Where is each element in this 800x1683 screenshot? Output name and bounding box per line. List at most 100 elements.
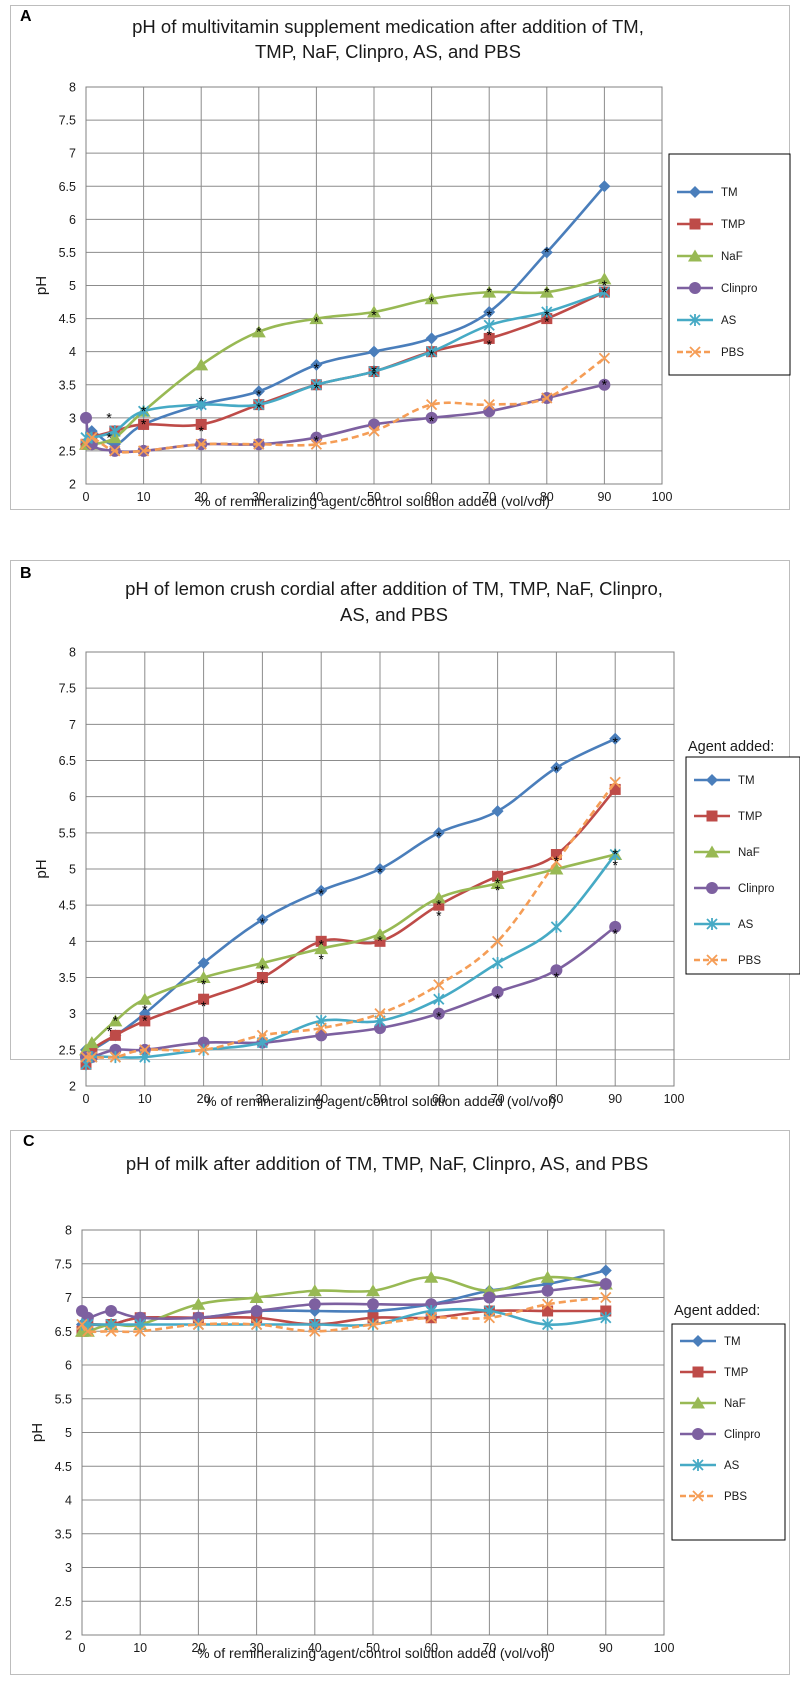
data-point-clinpro — [80, 411, 92, 424]
x-axis-label: % of remineralizing agent/control soluti… — [204, 1093, 556, 1109]
x-tick-label: 10 — [133, 1641, 147, 1655]
series-naf — [79, 272, 612, 450]
data-point-naf — [482, 285, 497, 298]
data-point-tm — [315, 884, 328, 897]
y-tick-label: 6.5 — [55, 1325, 72, 1339]
legend-entry-tm: TM — [724, 1336, 741, 1348]
x-tick-label: 10 — [137, 490, 151, 504]
legend-marker-pbs — [706, 954, 718, 966]
data-point-clinpro — [105, 1305, 118, 1317]
legend-entry-tmp: TMP — [724, 1367, 749, 1379]
significance-asterisk: * — [544, 307, 550, 323]
series-line-pbs — [85, 781, 617, 1059]
significance-asterisk: * — [142, 1012, 148, 1028]
legend-marker-tmp — [706, 810, 718, 822]
significance-asterisk: * — [318, 951, 324, 967]
y-tick-label: 5.5 — [55, 1392, 72, 1406]
legend-entry-tmp: TMP — [721, 219, 746, 231]
data-point-clinpro — [250, 1305, 263, 1317]
significance-asterisk: * — [436, 897, 442, 913]
x-tick-label: 40 — [308, 1641, 322, 1655]
series-line-clinpro — [80, 1282, 606, 1320]
significance-asterisk: * — [106, 429, 112, 445]
data-point-naf — [108, 1014, 123, 1027]
data-point-tm — [550, 761, 563, 774]
significance-asterisk: * — [429, 413, 435, 429]
y-tick-label: 4 — [69, 935, 76, 949]
y-tick-label: 4.5 — [59, 312, 76, 326]
legend-marker-tm — [689, 186, 701, 198]
data-point-naf — [314, 942, 329, 955]
x-tick-label: 0 — [83, 490, 90, 504]
x-tick-label: 50 — [367, 490, 381, 504]
data-point-pbs — [82, 1325, 94, 1337]
legend-marker-tmp — [689, 218, 701, 230]
data-point-tmp — [483, 332, 495, 344]
significance-asterisk: * — [113, 1012, 119, 1028]
y-tick-label: 2.5 — [59, 1043, 76, 1057]
series-line-tm — [85, 737, 616, 1053]
significance-asterisk: * — [377, 933, 383, 949]
y-tick-label: 7.5 — [59, 114, 76, 128]
y-tick-label: 7 — [69, 147, 76, 161]
data-point-naf — [373, 927, 387, 940]
significance-asterisk: * — [612, 925, 618, 941]
significance-asterisk: * — [314, 314, 320, 330]
legend-entry-pbs: PBS — [724, 1491, 747, 1503]
x-tick-label: 30 — [255, 1092, 269, 1106]
x-tick-label: 80 — [540, 490, 554, 504]
x-tick-label: 30 — [250, 1641, 264, 1655]
data-point-tmp — [86, 1044, 98, 1056]
x-tick-label: 0 — [79, 1641, 86, 1655]
data-point-naf — [490, 876, 505, 889]
data-point-pbs — [109, 445, 121, 457]
significance-asterisk: * — [256, 386, 262, 402]
y-axis-label: pH — [33, 859, 50, 878]
x-tick-label: 70 — [491, 1092, 505, 1106]
data-point-clinpro — [367, 1298, 379, 1311]
x-axis-label: % of remineralizing agent/control soluti… — [198, 493, 550, 509]
data-point-tm — [599, 1264, 612, 1277]
data-point-pbs — [109, 1051, 122, 1063]
data-point-clinpro — [483, 1291, 496, 1304]
data-point-clinpro — [308, 1298, 321, 1311]
x-tick-label: 80 — [549, 1092, 563, 1106]
legend-box — [685, 756, 800, 975]
significance-asterisk: * — [371, 367, 377, 383]
legend-entry-pbs: PBS — [738, 955, 761, 967]
x-tick-label: 90 — [599, 1641, 613, 1655]
data-point-pbs — [137, 445, 150, 457]
y-tick-label: 6 — [65, 1359, 72, 1373]
x-tick-label: 70 — [482, 490, 496, 504]
y-tick-label: 2.5 — [59, 444, 76, 458]
significance-asterisk: * — [436, 907, 442, 923]
data-point-naf — [107, 431, 122, 444]
data-point-naf — [249, 1291, 264, 1303]
data-point-tmp — [138, 418, 150, 430]
y-tick-label: 8 — [65, 1224, 72, 1238]
chart-a-title-line: TMP, NaF, Clinpro, AS, and PBS — [255, 41, 521, 62]
significance-asterisk: * — [602, 277, 608, 293]
significance-asterisk: * — [612, 734, 618, 750]
significance-asterisk: * — [554, 763, 560, 779]
x-tick-label: 90 — [597, 490, 611, 504]
legend-entry-as: AS — [721, 315, 737, 327]
data-point-tmp — [109, 1029, 121, 1041]
chart-a-title-line: pH of multivitamin supplement medication… — [132, 16, 644, 37]
y-tick-label: 4.5 — [59, 899, 76, 913]
legend-entry-as: AS — [724, 1460, 740, 1472]
significance-asterisk: * — [495, 882, 501, 898]
data-point-tm — [252, 385, 265, 398]
data-point-tmp — [367, 1312, 379, 1324]
significance-asterisk: * — [436, 828, 442, 844]
series-pbs — [76, 1291, 612, 1337]
data-point-naf — [255, 956, 270, 969]
significance-asterisk: * — [544, 314, 550, 330]
y-tick-label: 6 — [69, 790, 76, 804]
x-tick-label: 100 — [664, 1092, 685, 1106]
plot-area — [85, 651, 675, 1087]
data-point-as — [491, 957, 504, 970]
significance-asterisk: * — [318, 886, 324, 902]
data-point-as — [600, 1311, 612, 1324]
significance-asterisk: * — [318, 936, 324, 952]
